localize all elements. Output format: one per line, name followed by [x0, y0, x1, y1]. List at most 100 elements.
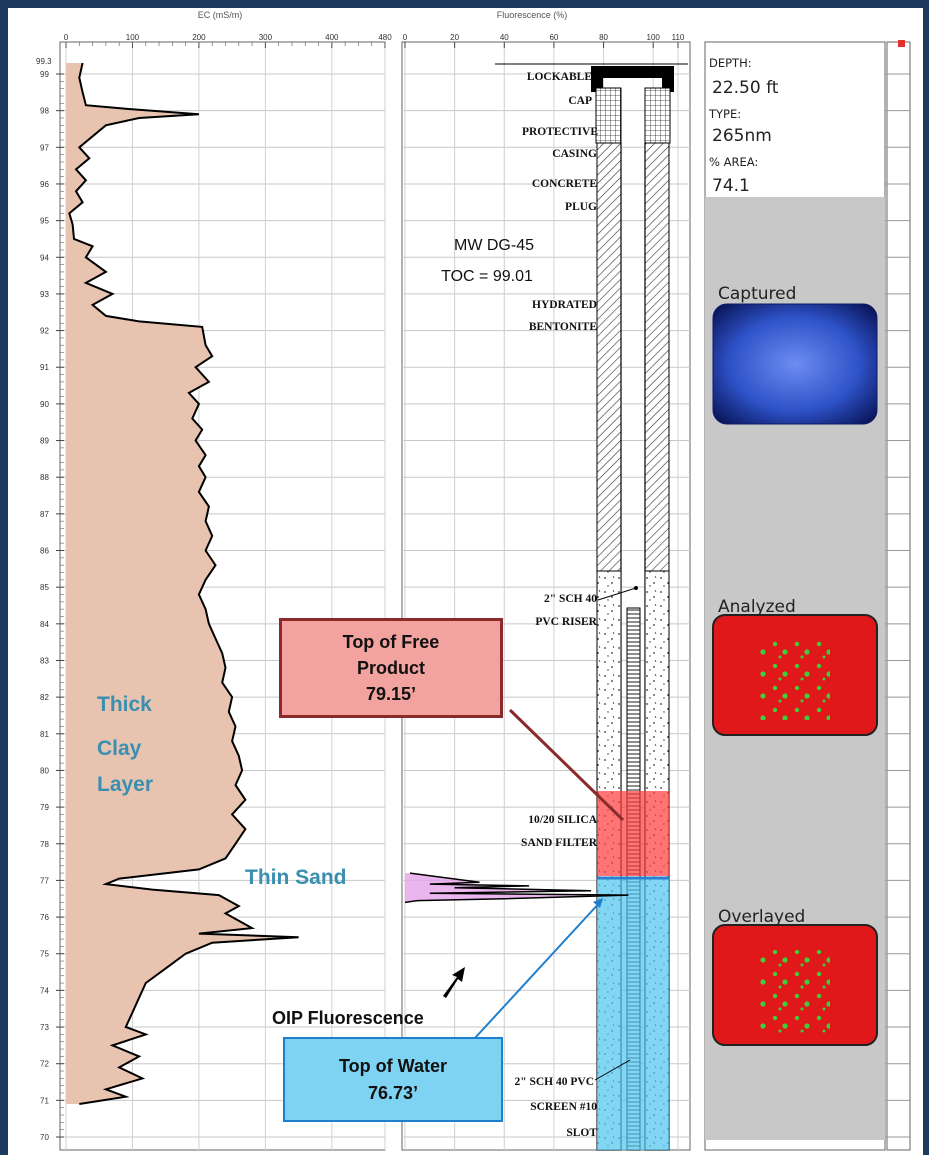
clay-label-3: Layer [97, 773, 153, 796]
depth-tick-label: 75 [40, 950, 49, 959]
fluorescence-x-tick-label: 100 [647, 33, 661, 42]
water-zone [597, 878, 669, 1150]
depth-tick-label: 83 [40, 656, 49, 665]
clay-label-2: Clay [97, 737, 142, 760]
oip-arrow-icon [443, 967, 465, 998]
annulus-seal-left [596, 142, 622, 572]
oip-label: OIP Fluorescence [272, 1008, 424, 1028]
free-product-connector [508, 708, 625, 822]
depth-tick-label: 82 [40, 693, 49, 702]
well-label-hydrated: HYDRATED [532, 299, 597, 311]
fluorescence-x-tick-label: 40 [500, 33, 509, 42]
well-label-sand-filter: SAND FILTER [521, 837, 598, 849]
fluorescence-x-tick-label: 0 [403, 33, 408, 42]
depth-tick-label: 90 [40, 400, 49, 409]
depth-tick-label: 96 [40, 180, 49, 189]
depth-tick-label: 89 [40, 437, 49, 446]
water-line-2: 76.73’ [367, 1082, 419, 1103]
image-panel-ticks [885, 73, 910, 1138]
depth-label: DEPTH: [709, 56, 752, 70]
well-label-sch40-pvc: 2" SCH 40 PVC [514, 1076, 594, 1088]
well-label-protective: PROTECTIVE [522, 126, 598, 138]
depth-tick-label: 93 [40, 290, 49, 299]
depth-tick-label: 70 [40, 1133, 49, 1142]
depth-tick-label: 98 [40, 107, 49, 116]
depth-tick-label: 95 [40, 217, 49, 226]
ec-x-tick-label: 300 [259, 33, 273, 42]
type-label: TYPE: [708, 107, 741, 121]
image-panel: DEPTH: 22.50 ft TYPE: 265nm % AREA: 74.1… [704, 40, 911, 1151]
ec-x-tick-label: 200 [192, 33, 206, 42]
area-label: % AREA: [709, 155, 758, 169]
well-label-screen: SCREEN #10 [530, 1101, 597, 1113]
depth-tick-label: 71 [40, 1096, 49, 1105]
depth-value: 22.50 ft [712, 78, 779, 98]
depth-tick-label: 94 [40, 253, 49, 262]
ec-x-tick-label: 400 [325, 33, 339, 42]
overlayed-label: Overlayed [718, 907, 805, 927]
well-label-pvc-riser: PVC RISER [535, 616, 597, 628]
ec-x-tick-label: 480 [378, 33, 392, 42]
well-label-slot: SLOT [566, 1127, 597, 1139]
depth-tick-label: 74 [40, 986, 49, 995]
water-callout: Top of Water 76.73’ [283, 1037, 503, 1122]
fluorescence-x-tick-label: 20 [450, 33, 459, 42]
depth-tick-label: 76 [40, 913, 49, 922]
fluorescence-x-ticks: 0 20 40 60 80 100 110 [403, 33, 685, 48]
well-label-silica: 10/20 SILICA [528, 814, 597, 826]
ec-series-line [68, 62, 299, 1105]
depth-tick-label: 91 [40, 363, 49, 372]
type-value: 265nm [712, 126, 772, 146]
overlayed-image [712, 924, 878, 1046]
ec-x-ticks: 0 100 200 300 400 480 [64, 33, 392, 48]
free-product-line-1: Top of Free [342, 632, 440, 652]
well-label-bentonite: BENTONITE [529, 321, 598, 333]
well-label-plug: PLUG [565, 201, 597, 213]
fluorescence-x-tick-label: 80 [599, 33, 608, 42]
fluorescence-series-line [404, 872, 629, 904]
well-label-cap: CAP [568, 95, 592, 107]
protective-casing-left [595, 87, 622, 144]
well-label-concrete: CONCRETE [532, 178, 598, 190]
depth-tick-label: 87 [40, 510, 49, 519]
depth-tick-label: 92 [40, 327, 49, 336]
analyzed-image [712, 614, 878, 736]
ec-x-tick-label: 0 [64, 33, 69, 42]
analyzed-label: Analyzed [718, 597, 796, 617]
water-line-1: Top of Water [339, 1055, 447, 1076]
depth-tick-label: 72 [40, 1060, 49, 1069]
fluorescence-x-tick-label: 110 [672, 33, 685, 42]
ec-axis-title: EC (mS/m) [198, 10, 243, 20]
depth-tick-label: 79 [40, 803, 49, 812]
ec-x-tick-label: 100 [126, 33, 140, 42]
thin-sand-label: Thin Sand [245, 866, 347, 889]
depth-tick-label: 88 [40, 473, 49, 482]
annulus-seal-right [644, 142, 670, 572]
depth-tick-label: 97 [40, 143, 49, 152]
depth-tick-label: 80 [40, 766, 49, 775]
well-label-lockable: LOCKABLE [527, 71, 593, 83]
well-label-sch40: 2" SCH 40 [544, 593, 597, 605]
area-value: 74.1 [712, 176, 750, 196]
depth-tick-label: 86 [40, 547, 49, 556]
depth-tick-label: 73 [40, 1023, 49, 1032]
free-product-line-3: 79.15’ [365, 684, 417, 704]
depth-tick-label: 99 [40, 70, 49, 79]
lockable-cap [591, 66, 674, 92]
depth-tick-label: 78 [40, 840, 49, 849]
ec-top-depth-label: 99.3 [36, 57, 52, 66]
well-id-label: MW DG-45 [454, 237, 534, 254]
fluorescence-axis-title: Fluorescence (%) [497, 10, 568, 20]
depth-tick-label: 81 [40, 730, 49, 739]
depth-tick-label: 85 [40, 583, 49, 592]
free-product-line-2: Product [356, 658, 425, 678]
ec-panel: 0 100 200 300 400 480 99 98 97 96 95 94 93 92 91 90 89 8… [36, 10, 392, 1151]
captured-label: Captured [718, 284, 796, 304]
clay-label-1: Thick [97, 693, 152, 716]
toc-label: TOC = 99.01 [441, 268, 533, 285]
depth-tick-label: 84 [40, 620, 49, 629]
ec-depth-ticks: 99 98 97 96 95 94 93 92 91 90 89 88 87 86 85 84 83 82 81 80… [40, 70, 64, 1142]
water-connector [474, 899, 603, 1039]
status-indicator [898, 40, 905, 47]
well-label-casing: CASING [552, 148, 597, 160]
